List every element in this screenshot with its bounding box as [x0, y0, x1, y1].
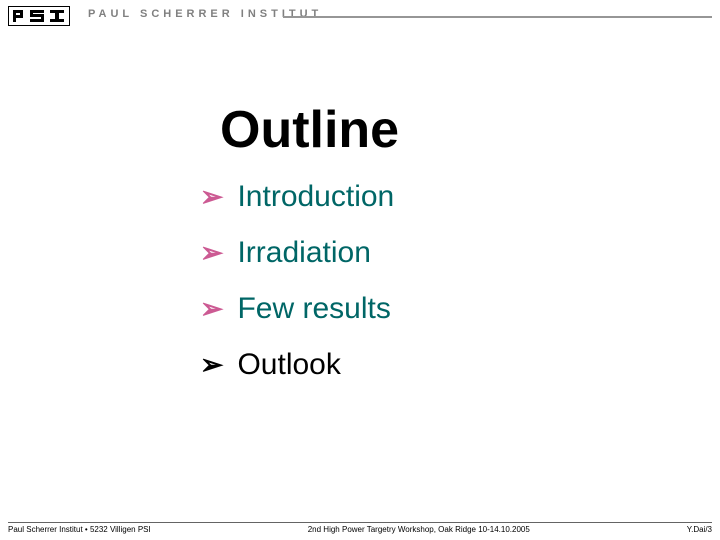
- footer-left: Paul Scherrer Institut • 5232 Villigen P…: [8, 525, 151, 534]
- bullet-arrow-icon: ➢: [200, 348, 223, 381]
- bullet-arrow-icon: ➢: [200, 236, 223, 269]
- bullet-arrow-icon: ➢: [200, 180, 223, 213]
- psi-logo: [8, 6, 70, 26]
- header-rule: [283, 16, 712, 18]
- page-title: Outline: [220, 100, 399, 160]
- footer: Paul Scherrer Institut • 5232 Villigen P…: [8, 522, 712, 534]
- list-item: ➢ Few results: [200, 292, 394, 326]
- list-item: ➢ Outlook: [200, 348, 394, 382]
- list-item-label: Irradiation: [237, 236, 370, 270]
- bullet-arrow-icon: ➢: [200, 292, 223, 325]
- psi-logo-icon: [8, 6, 70, 26]
- footer-rule: [8, 522, 712, 523]
- footer-center: 2nd High Power Targetry Workshop, Oak Ri…: [151, 525, 687, 534]
- slide: PAUL SCHERRER INSTITUT Outline ➢ Introdu…: [0, 0, 720, 540]
- list-item: ➢ Irradiation: [200, 236, 394, 270]
- footer-right: Y.Dai/3: [687, 525, 712, 534]
- list-item: ➢ Introduction: [200, 180, 394, 214]
- outline-list: ➢ Introduction ➢ Irradiation ➢ Few resul…: [200, 180, 394, 404]
- list-item-label: Outlook: [237, 348, 340, 382]
- list-item-label: Few results: [237, 292, 390, 326]
- footer-row: Paul Scherrer Institut • 5232 Villigen P…: [8, 525, 712, 534]
- list-item-label: Introduction: [237, 180, 394, 214]
- header: PAUL SCHERRER INSTITUT: [8, 6, 712, 30]
- institute-label: PAUL SCHERRER INSTITUT: [88, 8, 322, 20]
